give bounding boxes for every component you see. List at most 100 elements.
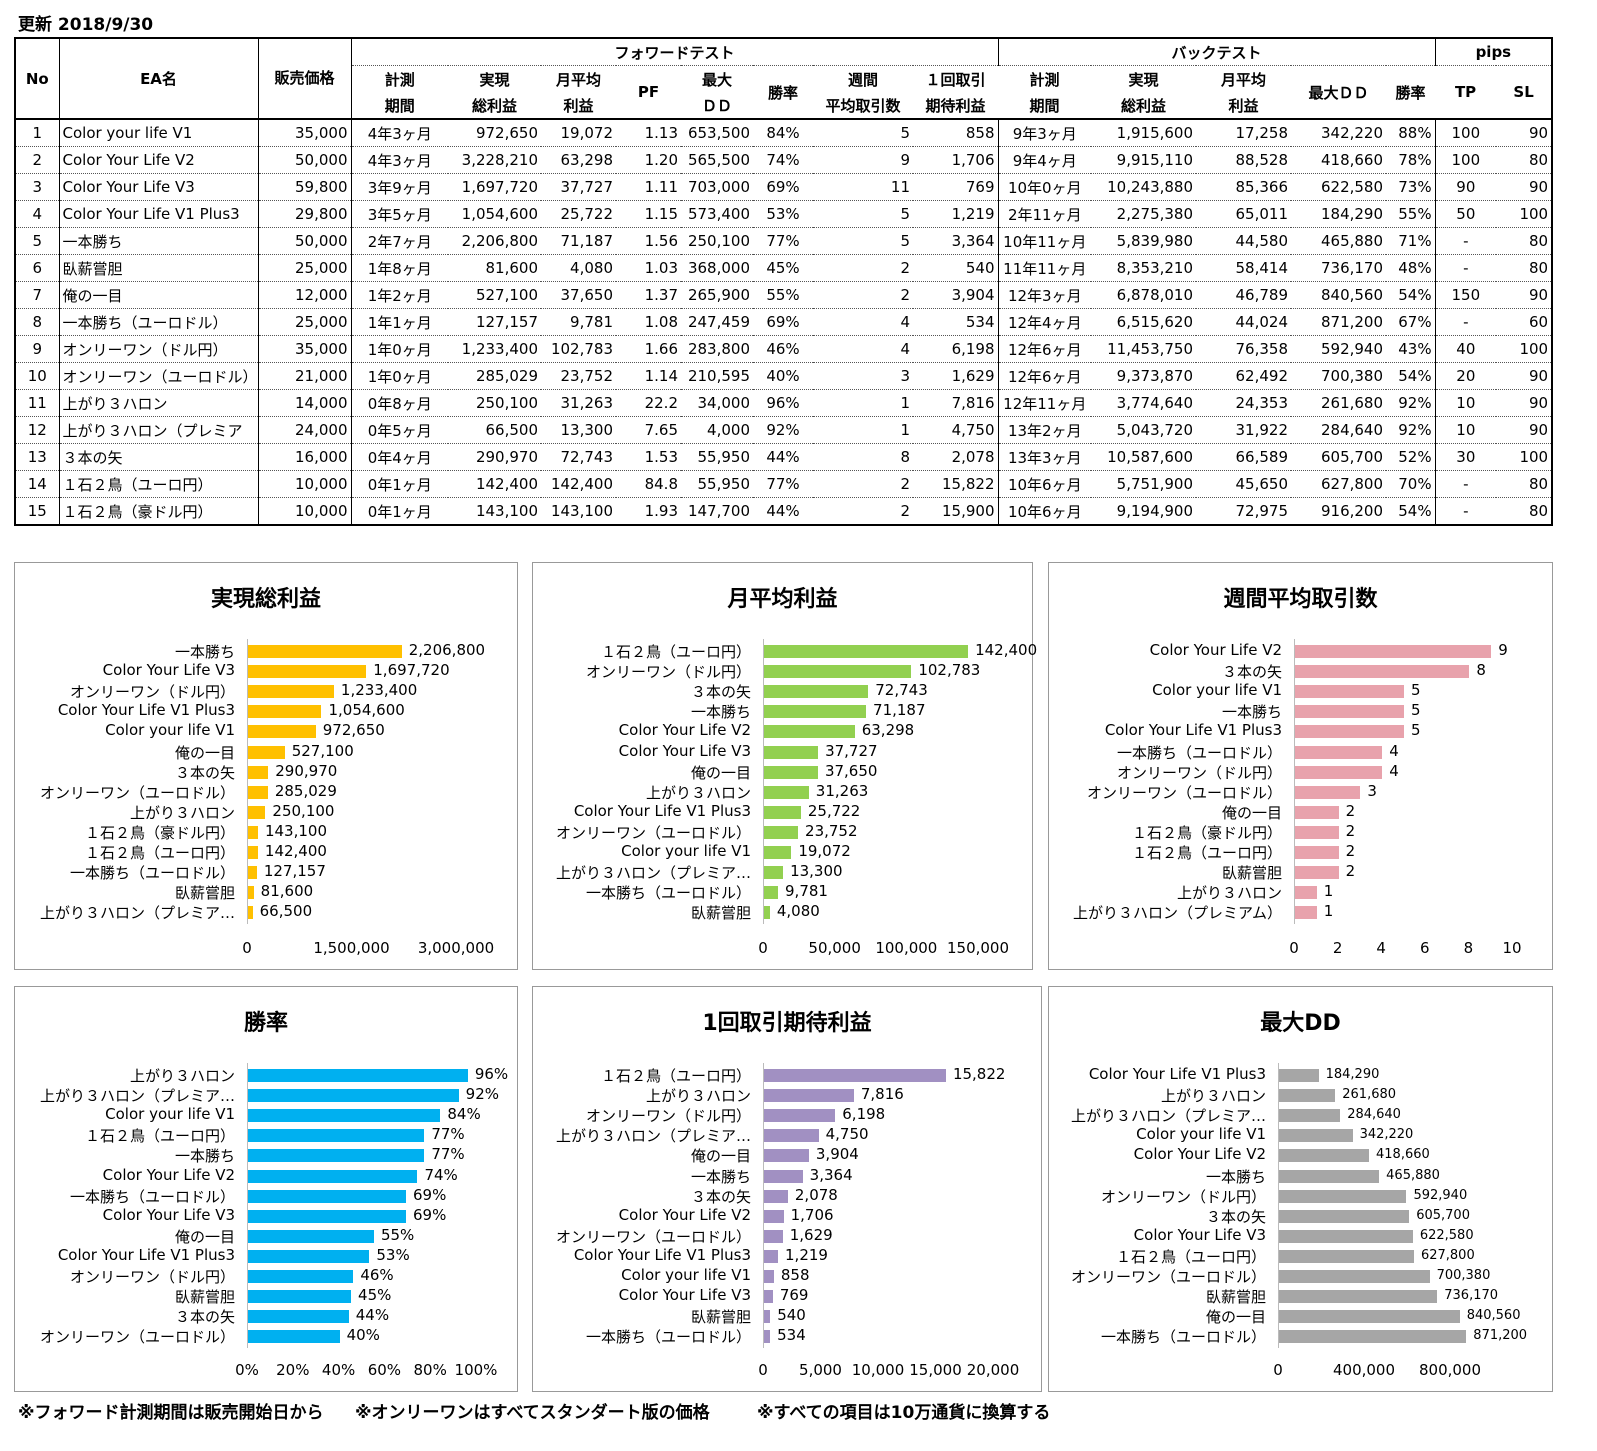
table-row: 2 Color Your Life V2 50,000 4年3ヶ月 3,228,210 6…	[14, 146, 1553, 174]
x-tick-label: 100,000	[875, 939, 938, 957]
cell-f-pf: 1.37	[616, 281, 681, 309]
data-label: 31,263	[815, 781, 869, 800]
cell-f-pf: 1.03	[616, 254, 681, 282]
category-label: Color Your Life V2	[1133, 1145, 1266, 1164]
category-label: オンリーワン（ユーロドル）	[39, 1328, 235, 1347]
bar	[764, 1270, 774, 1283]
cell-price: 50,000	[257, 227, 352, 255]
table-row: 13 ３本の矢 16,000 0年4ヶ月 290,970 72,743 1.53 55,950…	[14, 443, 1553, 471]
chart-total-profit: 実現総利益 一本勝ち 2,206,800 Color Your Life V3 1,69…	[14, 562, 518, 970]
category-label: 臥薪嘗胆	[690, 904, 751, 923]
cell-b-monthly-profit: 44,580	[1196, 227, 1292, 255]
cell-no: 2	[14, 146, 60, 174]
category-label: Color Your Life V3	[618, 1286, 751, 1305]
data-label: 63,298	[861, 721, 915, 740]
cell-b-total-profit: 6,515,620	[1091, 308, 1197, 336]
cell-b-max-dd: 622,580	[1291, 173, 1387, 201]
x-tick-label: 800,000	[1418, 1361, 1482, 1379]
data-label: 285,029	[274, 781, 337, 800]
bar	[1295, 785, 1361, 799]
x-tick-label: 3,000,000	[417, 939, 495, 957]
data-label: 143,100	[264, 821, 327, 840]
data-label: 77%	[431, 1125, 465, 1144]
category-label: オンリーワン（ドル円）	[69, 1268, 235, 1286]
cell-f-period: 4年3ヶ月	[350, 146, 448, 174]
bar	[1295, 665, 1470, 679]
bar	[1279, 1169, 1380, 1183]
data-label: 3,904	[815, 1145, 859, 1164]
cell-f-period: 4年3ヶ月	[350, 119, 448, 147]
cell-f-expected-profit: 1,706	[913, 146, 999, 174]
cell-b-monthly-profit: 88,528	[1196, 146, 1292, 174]
h-b-total-2: 総利益	[1091, 92, 1197, 120]
cell-b-total-profit: 10,587,600	[1091, 443, 1197, 471]
category-label: Color Your Life V1 Plus3	[573, 801, 751, 820]
category-label: 俺の一目	[690, 1147, 751, 1166]
cell-sl: 100	[1496, 335, 1553, 363]
cell-sl: 90	[1496, 119, 1553, 147]
data-label: 74%	[424, 1165, 458, 1184]
bar	[248, 1169, 418, 1183]
cell-f-max-dd: 247,459	[681, 308, 753, 336]
data-label: 102,783	[918, 661, 981, 680]
cell-b-period: 9年3ヶ月	[997, 119, 1092, 147]
cell-price: 16,000	[257, 443, 352, 471]
bar	[764, 685, 869, 699]
cell-f-total-profit: 2,206,800	[448, 227, 541, 255]
cell-b-total-profit: 9,373,870	[1091, 362, 1197, 390]
data-label: 81,600	[260, 882, 314, 901]
data-label: 284,640	[1347, 1107, 1401, 1123]
cell-f-total-profit: 290,970	[448, 443, 541, 471]
cell-b-max-dd: 465,880	[1291, 227, 1387, 255]
bar	[1279, 1249, 1414, 1263]
cell-price: 24,000	[257, 416, 352, 444]
h-f-dd-2: ＤＤ	[681, 92, 753, 120]
cell-f-weekly-trades: 5	[813, 227, 913, 255]
bar	[1279, 1189, 1407, 1203]
table-row: 10 オンリーワン（ユーロドル） 21,000 1年0ヶ月 285,029 23,752 1…	[14, 362, 1553, 390]
bar	[764, 1129, 819, 1143]
category-label: Color your life V1	[105, 721, 235, 740]
cell-b-monthly-profit: 24,353	[1196, 389, 1292, 417]
cell-b-period: 12年4ヶ月	[997, 308, 1092, 336]
data-label: 9,781	[785, 882, 828, 901]
bar	[248, 725, 316, 739]
category-label: 上がり３ハロン	[1176, 884, 1282, 903]
cell-f-period: 1年1ヶ月	[350, 308, 448, 336]
bar	[1295, 645, 1492, 658]
category-label: ３本の矢	[174, 1308, 235, 1327]
bar	[1279, 1209, 1410, 1223]
bar	[1295, 906, 1317, 920]
cell-b-max-dd: 871,200	[1291, 308, 1387, 336]
bar	[248, 1290, 352, 1304]
category-label: 上がり３ハロン	[129, 803, 235, 822]
cell-f-win-rate: 69%	[753, 173, 813, 201]
bar	[764, 846, 792, 859]
x-tick-label: 0	[1289, 939, 1299, 957]
cell-f-weekly-trades: 2	[813, 470, 913, 498]
category-label: １石２鳥（ユーロ円）	[1115, 1247, 1266, 1266]
bar	[764, 1330, 771, 1344]
cell-f-weekly-trades: 2	[813, 254, 913, 282]
cell-f-monthly-profit: 31,263	[541, 389, 616, 417]
data-label: 342,220	[1359, 1127, 1414, 1143]
cell-f-max-dd: 703,000	[681, 173, 753, 201]
category-label: 上がり３ハロン（プレミア…	[39, 1087, 235, 1106]
cell-f-win-rate: 77%	[753, 470, 813, 498]
cell-f-total-profit: 81,600	[448, 254, 541, 282]
header-no: No	[14, 37, 60, 120]
cell-f-max-dd: 653,500	[681, 119, 753, 147]
cell-sl: 60	[1496, 308, 1553, 336]
cell-f-total-profit: 285,029	[448, 362, 541, 390]
cell-f-win-rate: 96%	[753, 389, 813, 417]
cell-f-monthly-profit: 142,400	[541, 470, 616, 498]
cell-f-max-dd: 147,700	[681, 497, 753, 526]
cell-b-total-profit: 5,751,900	[1091, 470, 1197, 498]
cell-f-expected-profit: 1,629	[913, 362, 999, 390]
data-label: 1	[1323, 882, 1334, 901]
bar	[764, 866, 784, 880]
cell-f-weekly-trades: 5	[813, 119, 913, 147]
data-label: 3,364	[809, 1165, 853, 1184]
bar	[248, 1069, 468, 1082]
axis-line	[1294, 639, 1295, 925]
